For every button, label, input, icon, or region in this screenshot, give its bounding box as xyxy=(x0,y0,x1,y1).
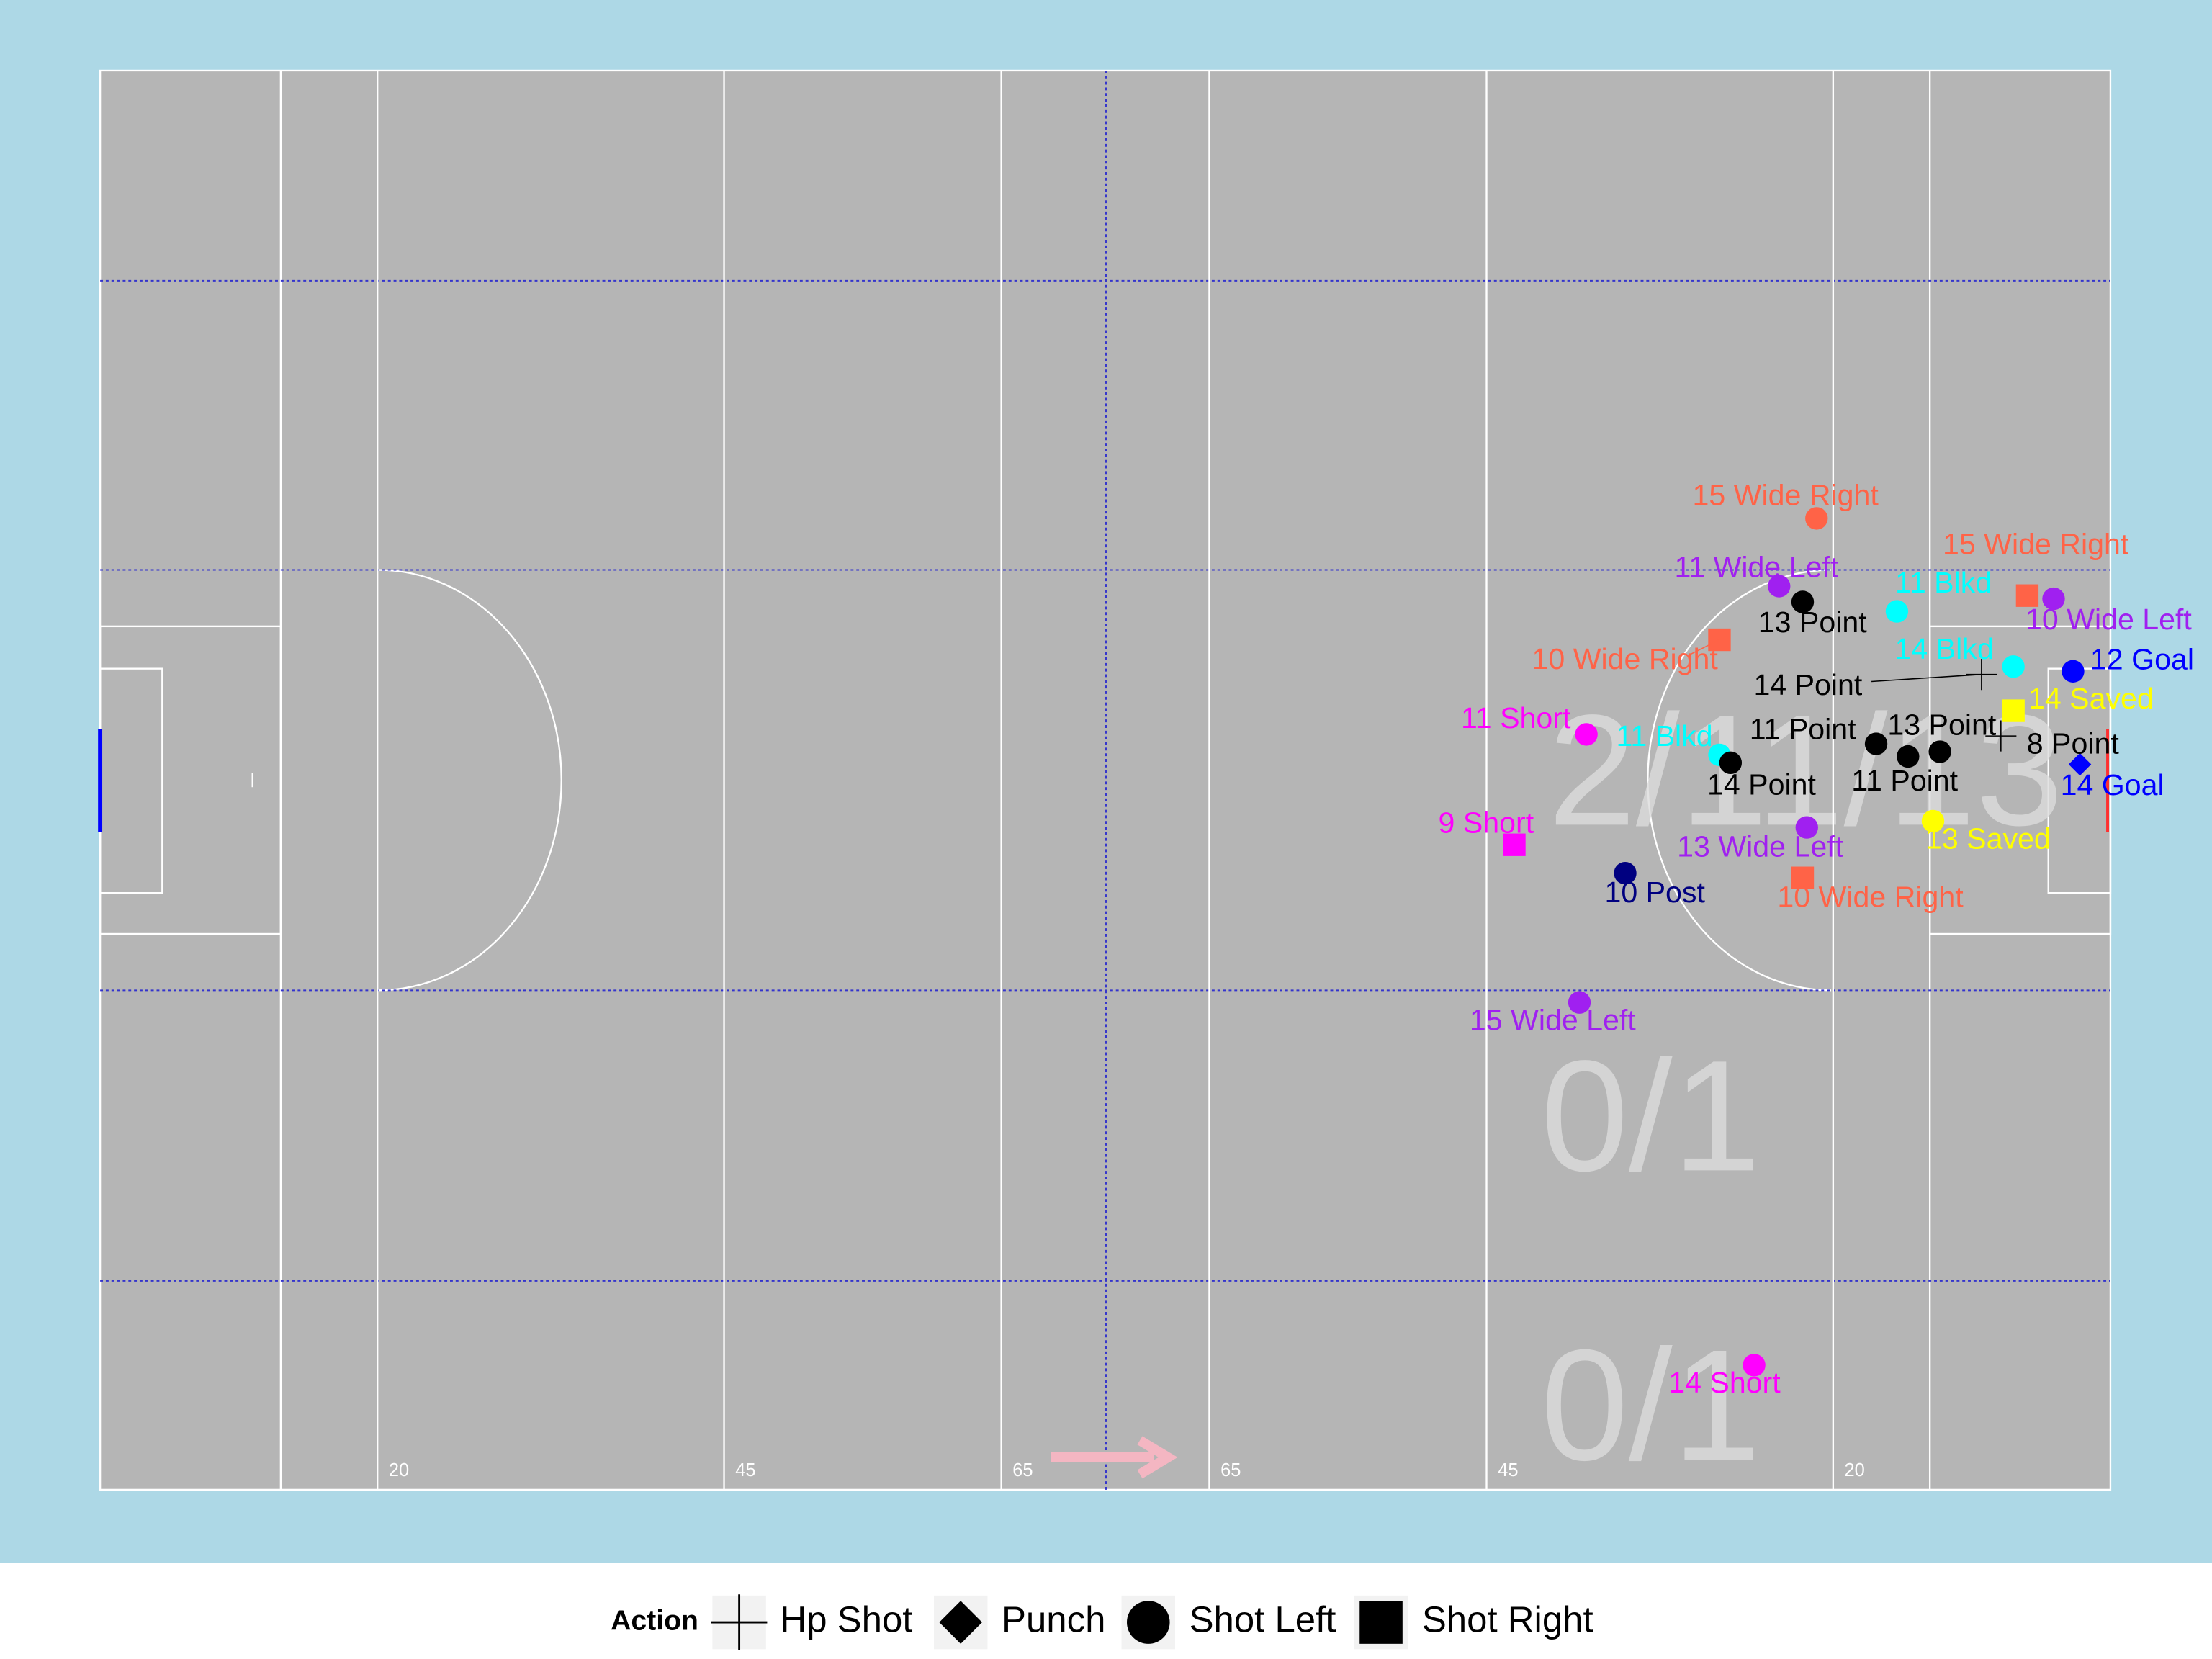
point-label: 11 Short xyxy=(1461,701,1571,734)
point-label: 15 Wide Left xyxy=(1470,1004,1636,1037)
label-connector xyxy=(1871,673,1982,683)
shot-point xyxy=(2062,660,2085,683)
shot-point xyxy=(1928,740,1951,763)
pitch xyxy=(99,69,2112,1491)
shot-point xyxy=(1719,751,1743,775)
point-label: 10 Wide Left xyxy=(2026,603,2192,636)
shot-point xyxy=(2042,587,2065,611)
point-label: 11 Point xyxy=(1750,712,1856,745)
shot-point xyxy=(1575,723,1598,746)
shot-point xyxy=(1805,507,1828,530)
shot-point xyxy=(1985,720,2017,752)
marks xyxy=(1503,507,2092,1377)
distance-label: 45 xyxy=(1498,1460,1518,1480)
arrow-head xyxy=(1137,1436,1178,1479)
arc-right xyxy=(1647,569,1832,992)
legend: Action Hp Shot Punch Shot Left Shot Right xyxy=(611,1594,1593,1650)
shot-point xyxy=(1864,732,1888,755)
legend-label: Shot Right xyxy=(1422,1599,1593,1640)
arc-left xyxy=(378,569,562,992)
point-label: 14 Point xyxy=(1707,768,1816,801)
point-label: 13 Point xyxy=(1887,708,1996,741)
shot-point xyxy=(2002,699,2025,722)
pitch-markings xyxy=(99,70,2112,1490)
distance-label: 45 xyxy=(735,1460,755,1480)
shot-point xyxy=(1568,991,1591,1014)
direction-arrow xyxy=(1051,1436,1178,1479)
shot-point xyxy=(1795,816,1818,839)
score-annotation: 0/1 xyxy=(1541,1317,1761,1493)
label-connector xyxy=(1688,639,1720,656)
legend-title: Action xyxy=(611,1605,698,1636)
shot-point xyxy=(1503,833,1526,856)
distance-label: 65 xyxy=(1220,1460,1241,1480)
legend-symbol xyxy=(1126,1601,1170,1644)
point-label: 10 Post xyxy=(1604,876,1705,909)
shot-point xyxy=(1921,809,1945,833)
point-label: 11 Blkd xyxy=(1617,719,1713,752)
point-label: 13 Point xyxy=(1758,606,1867,639)
shot-point xyxy=(1897,745,1920,768)
shot-point xyxy=(1791,866,1815,889)
point-label: 9 Short xyxy=(1439,806,1534,840)
zone-lines xyxy=(100,70,2110,1490)
point-label: 8 Point xyxy=(2027,727,2120,760)
shot-point xyxy=(2002,655,2025,678)
legend-label: Punch xyxy=(1002,1599,1105,1640)
distance-label: 65 xyxy=(1012,1460,1033,1480)
legend-label: Shot Left xyxy=(1190,1599,1336,1640)
point-label: 11 Blkd xyxy=(1895,566,1992,599)
point-label: 15 Wide Right xyxy=(1693,478,1879,511)
point-label: 10 Wide Right xyxy=(1532,642,1719,675)
point-label: 11 Point xyxy=(1851,764,1958,797)
shot-point xyxy=(1885,600,1909,623)
point-label: 14 Blkd xyxy=(1895,632,1994,665)
shot-point xyxy=(2015,584,2039,607)
point-label: 15 Wide Right xyxy=(1943,528,2129,561)
legend-symbol xyxy=(711,1594,768,1650)
distance-label: 20 xyxy=(389,1460,409,1480)
point-labels: 14 Point 8 Point 14 Goal 15 Wide Right 11 Wi… xyxy=(1439,478,2194,1399)
shot-point xyxy=(1791,590,1815,613)
shot-point xyxy=(1768,575,1791,598)
legend-symbol xyxy=(1359,1601,1403,1644)
point-label: 13 Wide Left xyxy=(1677,830,1843,863)
point-label: 14 Short xyxy=(1668,1366,1781,1399)
legend-symbol xyxy=(939,1601,982,1644)
point-label: 12 Goal xyxy=(2090,642,2194,675)
point-label: 10 Wide Right xyxy=(1777,880,1964,913)
point-label: 14 Goal xyxy=(2061,768,2164,801)
shot-point xyxy=(1614,861,1637,885)
ticks: 20 45 65 65 45 20 xyxy=(377,70,1865,1490)
point-label: 13 Saved xyxy=(1925,822,2051,855)
point-label: 14 Saved xyxy=(2028,682,2154,715)
shot-point xyxy=(1743,1354,1766,1377)
legend-label: Hp Shot xyxy=(780,1599,912,1640)
distance-label: 20 xyxy=(1845,1460,1865,1480)
score-annotation: 0/1 xyxy=(1541,1028,1761,1204)
point-label: 14 Point xyxy=(1753,668,1862,701)
point-label: 11 Wide Left xyxy=(1674,550,1838,583)
